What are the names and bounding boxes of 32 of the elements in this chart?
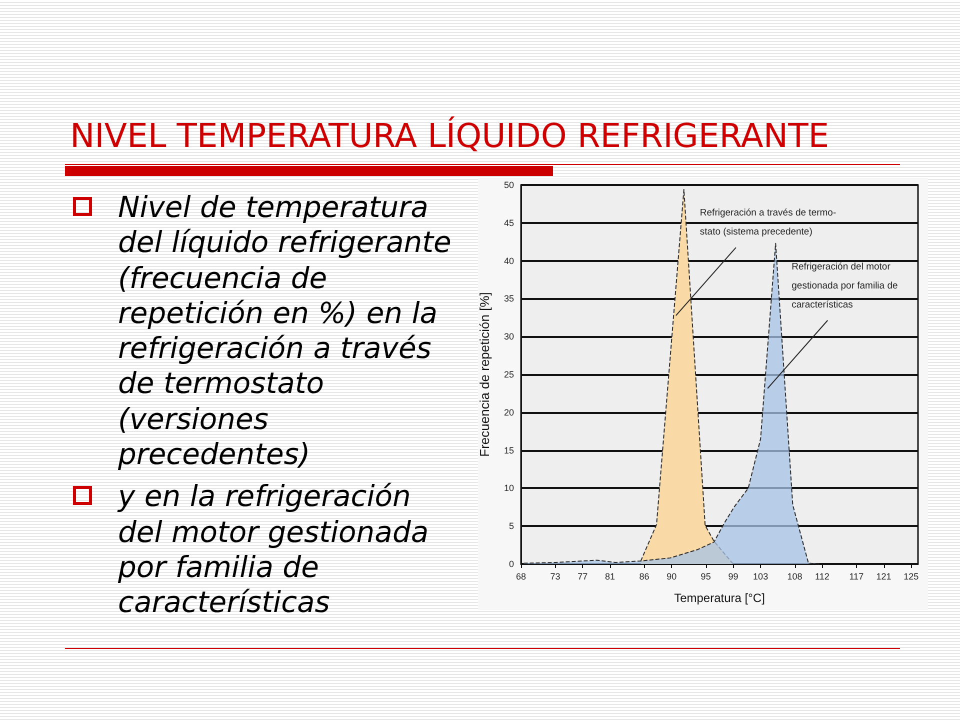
y-tick-label: 30: [504, 332, 514, 342]
series-label: Refrigeración del motor gestionada por familia de características: [792, 261, 898, 310]
x-tick-label: 81: [604, 572, 615, 582]
y-tick-label: 25: [504, 370, 514, 380]
x-tick-label: 112: [814, 572, 830, 582]
y-tick-label: 45: [504, 218, 514, 228]
x-tick-label: 121: [876, 572, 892, 582]
y-tick-label: 10: [504, 483, 514, 494]
y-tick-label: 50: [504, 180, 514, 190]
y-axis-title: Frecuencia de repetición [%]: [477, 292, 492, 457]
x-tick-label: 90: [666, 572, 677, 582]
x-tick-label: 108: [787, 572, 802, 582]
x-tick-label: 77: [578, 572, 588, 582]
x-tick-label: 86: [639, 572, 650, 582]
x-tick-label: 103: [753, 572, 768, 582]
y-tick-label: 5: [508, 521, 514, 532]
text: Nivel de temperatura del líquido refrigerante (frecuencia de repetición en %) en la refrigeración a través de termostato (versiones precedentes): [117, 190, 452, 472]
y-tick-label: 35: [504, 294, 514, 304]
series-label: Refrigeración a través de termo- stato (sistema precedente): [700, 208, 836, 238]
text: y en la refrigeración del motor gestionada por familia de características: [116, 479, 430, 621]
x-axis-title: Temperatura [°C]: [674, 591, 765, 605]
y-tick-label: 20: [504, 407, 514, 418]
x-tick-label: 95: [700, 572, 711, 582]
x-tick-label: 99: [728, 572, 738, 582]
x-tick-label: 117: [849, 572, 864, 582]
y-tick-label: 15: [504, 445, 514, 456]
y-tick-label: 0: [508, 559, 514, 569]
x-tick-label: 125: [904, 572, 919, 582]
chart-title: NIVEL TEMPERATURA LÍQUIDO REFRIGERANTE: [70, 116, 830, 155]
y-tick-label: 40: [504, 256, 514, 266]
x-tick-label: 68: [516, 572, 526, 582]
x-tick-label: 73: [550, 572, 560, 582]
